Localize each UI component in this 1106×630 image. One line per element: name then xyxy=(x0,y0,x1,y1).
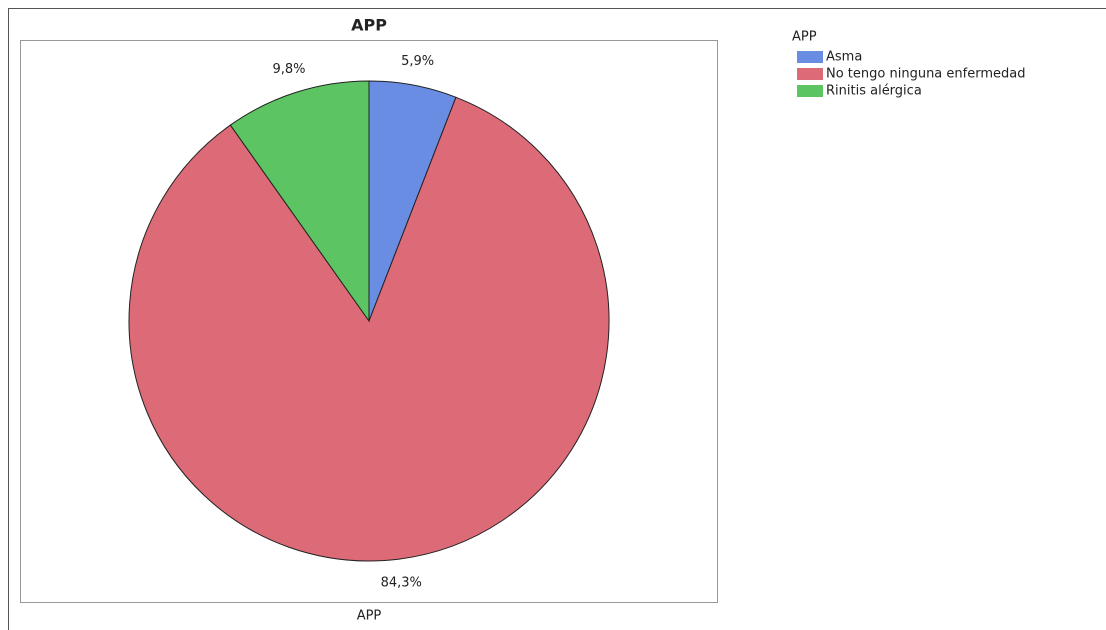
legend-label: No tengo ninguna enfermedad xyxy=(826,67,1025,82)
legend-label: Asma xyxy=(826,50,862,65)
legend-label: Rinitis alérgica xyxy=(826,84,922,99)
data-label: 5,9% xyxy=(401,54,434,69)
pie-slice xyxy=(229,80,370,323)
legend-swatch xyxy=(797,51,823,63)
x-axis-label: APP xyxy=(357,609,382,624)
pie-slice xyxy=(128,96,610,562)
data-label: 9,8% xyxy=(272,62,305,77)
chart-title: APP xyxy=(351,16,387,35)
data-label: 84,3% xyxy=(381,576,422,591)
legend-swatch xyxy=(797,68,823,80)
legend-title: APP xyxy=(792,30,817,45)
legend-swatch xyxy=(797,85,823,97)
